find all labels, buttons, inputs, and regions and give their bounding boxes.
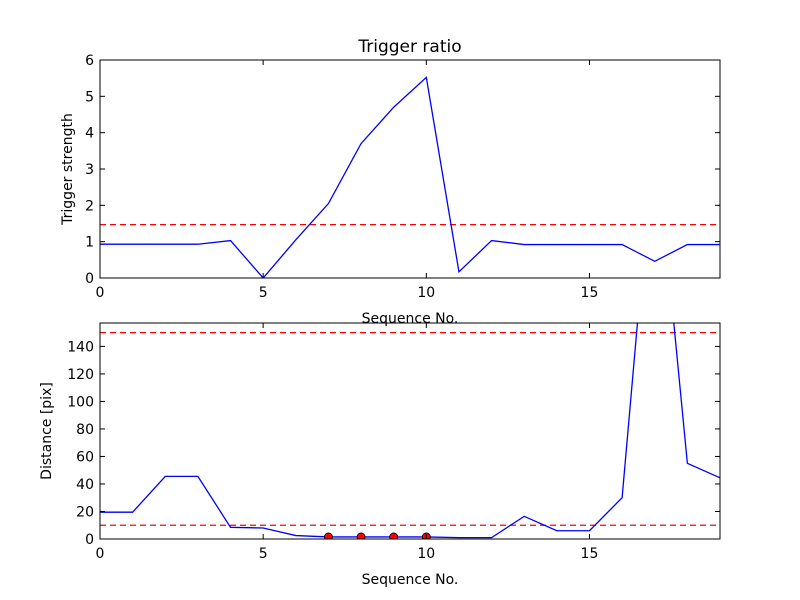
series-group (100, 323, 720, 539)
y-tick-label: 80 (76, 422, 94, 438)
y-tick-label: 0 (85, 271, 94, 287)
x-ticks: 0 5 10 15 (96, 60, 599, 301)
y-ticks: 0 20 40 60 80 100 120 140 (67, 339, 720, 548)
series-line (100, 323, 720, 539)
x-tick-label: 15 (581, 546, 599, 562)
y-tick-label: 40 (76, 477, 94, 493)
x-tick-label: 10 (417, 285, 435, 301)
data-point-marker (389, 532, 399, 539)
y-tick-label: 3 (85, 162, 94, 178)
y-axis-label: Distance [pix] (39, 382, 55, 480)
series-group (100, 76, 720, 278)
data-point-marker (356, 532, 366, 539)
y-tick-label: 5 (85, 89, 94, 105)
plot-frame (99, 322, 721, 540)
y-tick-label: 100 (67, 394, 94, 410)
distance-panel: 0 5 10 15 0 20 40 60 80 100 120 140 Sequence No. D… (39, 322, 721, 588)
series-line (100, 76, 720, 278)
y-ticks: 0 1 2 3 4 5 6 (85, 53, 720, 287)
data-point-marker (324, 532, 333, 539)
x-tick-label: 5 (259, 546, 268, 562)
x-axis-label: Sequence No. (362, 572, 459, 588)
y-tick-label: 60 (76, 449, 94, 465)
x-tick-label: 0 (96, 285, 105, 301)
x-axis-label: Sequence No. (362, 311, 459, 327)
reference-lines (100, 332, 720, 526)
y-tick-label: 4 (85, 126, 94, 142)
y-axis-label: Trigger strength (60, 113, 76, 226)
trigger-ratio-panel: Trigger ratio 0 5 10 15 0 1 2 3 4 5 6 Sequence No… (60, 37, 721, 327)
y-tick-label: 0 (85, 532, 94, 548)
y-tick-label: 2 (85, 198, 94, 214)
x-tick-label: 10 (417, 546, 435, 562)
y-tick-label: 6 (85, 53, 94, 69)
x-tick-label: 5 (259, 285, 268, 301)
x-tick-label: 15 (581, 285, 599, 301)
y-tick-label: 20 (76, 504, 94, 520)
x-tick-label: 0 (96, 546, 105, 562)
x-ticks: 0 5 10 15 (96, 323, 599, 562)
chart-title: Trigger ratio (357, 37, 461, 57)
y-tick-label: 1 (85, 235, 94, 251)
y-tick-label: 140 (67, 339, 94, 355)
y-tick-label: 120 (67, 367, 94, 383)
